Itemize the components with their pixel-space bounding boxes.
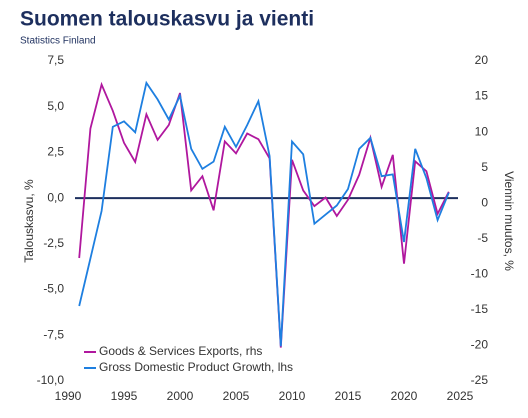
x-tick-label: 2015 xyxy=(335,389,362,403)
y-tick-label: 7,5 xyxy=(47,53,64,67)
x-tick-label: 1990 xyxy=(55,389,82,403)
chart-subtitle: Statistics Finland xyxy=(20,36,96,47)
legend-label: Gross Domestic Product Growth, lhs xyxy=(99,360,293,374)
x-tick-label: 2005 xyxy=(223,389,250,403)
y2-tick-label: 20 xyxy=(475,53,489,67)
series-line xyxy=(78,80,450,347)
x-tick-label: 2025 xyxy=(447,389,474,403)
y2-tick-label: 15 xyxy=(475,89,489,103)
y2-tick-label: 0 xyxy=(481,195,488,209)
chart-title: Suomen talouskasvu ja vienti xyxy=(20,8,314,31)
x-tick-label: 2020 xyxy=(391,389,418,403)
y-tick-label: -10,0 xyxy=(37,373,65,387)
series-line xyxy=(78,81,450,348)
y-axis-label: Talouskasvu, % xyxy=(22,179,36,263)
y-tick-label: -2,5 xyxy=(43,236,64,250)
y-tick-label: 5,0 xyxy=(47,99,64,113)
y2-tick-label: -5 xyxy=(477,231,488,245)
y2-tick-label: -20 xyxy=(471,338,489,352)
x-tick-label: 1995 xyxy=(111,389,138,403)
y-tick-label: 0,0 xyxy=(47,190,64,204)
y2-tick-label: -25 xyxy=(471,373,489,387)
y-tick-label: 2,5 xyxy=(47,145,64,159)
y2-tick-label: 5 xyxy=(481,160,488,174)
y2-tick-label: -10 xyxy=(471,267,489,281)
y2-axis-label: Viennin muutos, % xyxy=(502,171,516,271)
y2-tick-label: 10 xyxy=(475,124,489,138)
y-tick-label: -7,5 xyxy=(43,327,64,341)
x-tick-label: 2000 xyxy=(167,389,194,403)
y2-tick-label: -15 xyxy=(471,302,489,316)
y-tick-label: -5,0 xyxy=(43,282,64,296)
x-tick-label: 2010 xyxy=(279,389,306,403)
legend-label: Goods & Services Exports, rhs xyxy=(99,344,262,358)
